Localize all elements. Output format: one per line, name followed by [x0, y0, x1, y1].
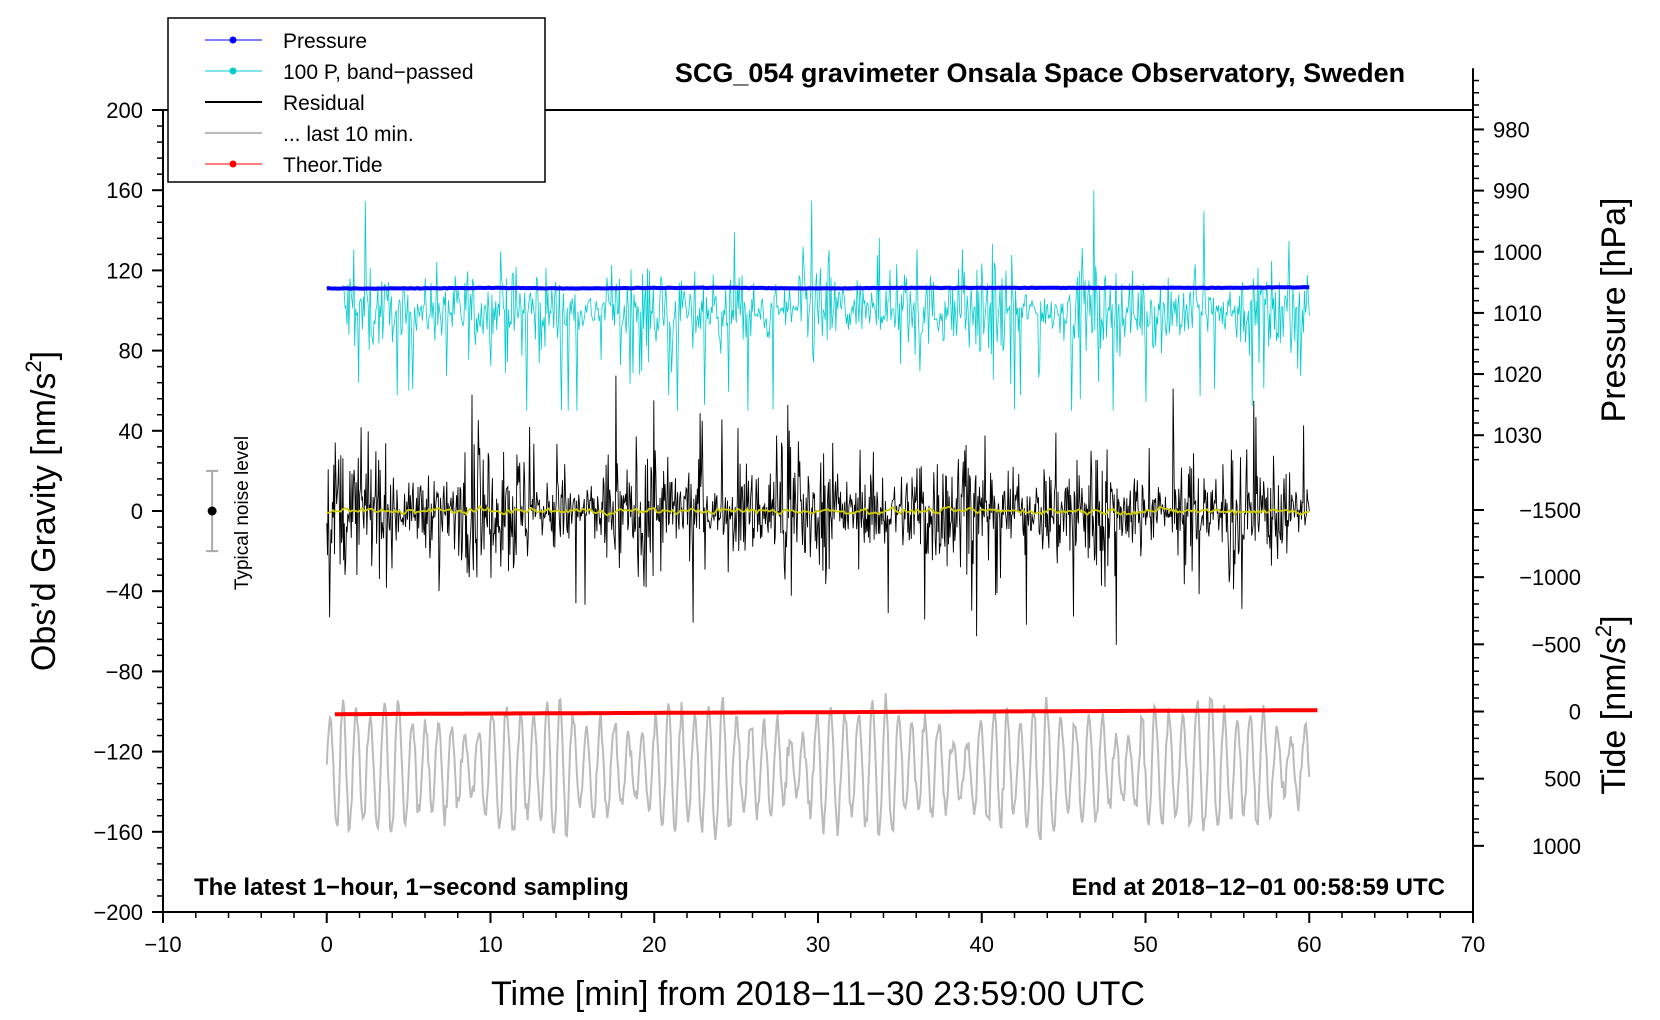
tide-tick-label: 0 — [1569, 700, 1581, 725]
x-tick-label: 50 — [1133, 932, 1157, 957]
y-axis-ticks: −200 −160 −120 −80 −40 0 40 80 120 160 200 — [93, 98, 163, 925]
pressure-tick-label: 1020 — [1493, 362, 1542, 387]
tide-axis-title-end: ] — [1595, 615, 1633, 624]
y-tick-label: −160 — [93, 820, 143, 845]
tide-axis-title: Tide [nm/s2] — [1591, 615, 1633, 794]
chart-title: SCG_054 gravimeter Onsala Space Observat… — [675, 58, 1405, 88]
legend-label: 100 P, band−passed — [283, 61, 474, 84]
tide-axis-title-sup: 2 — [1591, 625, 1616, 637]
legend-marker — [229, 36, 237, 44]
y-tick-label: 120 — [106, 258, 143, 283]
series-band-passed-pressure — [342, 190, 1310, 411]
y-axis-title-left-sup: 2 — [21, 360, 46, 372]
y-axis-title-left-end: ] — [25, 351, 63, 360]
legend-marker — [229, 160, 237, 168]
y-tick-label: 80 — [119, 339, 143, 364]
y-tick-label: −120 — [93, 740, 143, 765]
legend-label: Residual — [283, 92, 365, 115]
series-layer — [325, 190, 1318, 841]
tide-tick-label: 500 — [1544, 767, 1581, 792]
x-tick-label: 10 — [478, 932, 502, 957]
noise-indicator: Typical noise level — [206, 436, 253, 590]
pressure-tick-label: 1030 — [1493, 423, 1542, 448]
tide-tick-label: −500 — [1531, 632, 1581, 657]
pressure-axis-title: Pressure [hPa] — [1595, 198, 1633, 423]
x-tick-label: 20 — [642, 932, 666, 957]
x-tick-label: 30 — [806, 932, 830, 957]
y-tick-label: 200 — [106, 98, 143, 123]
tide-axis-title-text: Tide [nm/s — [1595, 637, 1633, 794]
x-tick-label: 70 — [1461, 932, 1485, 957]
legend-label: Pressure — [283, 30, 367, 53]
legend-label: ... last 10 min. — [283, 123, 414, 146]
tide-tick-label: 1000 — [1532, 834, 1581, 859]
series-residual — [326, 375, 1310, 645]
pressure-tick-label: 1000 — [1493, 240, 1542, 265]
legend-marker — [229, 67, 237, 75]
pressure-tick-label: 1010 — [1493, 301, 1542, 326]
annotation-right: End at 2018−12−01 00:58:59 UTC — [1071, 874, 1445, 901]
annotation-left: The latest 1−hour, 1−second sampling — [194, 874, 629, 901]
y-tick-label: 160 — [106, 178, 143, 203]
y-tick-label: −80 — [106, 659, 143, 684]
tide-tick-label: −1500 — [1519, 498, 1581, 523]
y-tick-label: −40 — [106, 579, 143, 604]
x-tick-label: 0 — [321, 932, 333, 957]
legend-box — [167, 17, 546, 183]
y-tick-label: 40 — [119, 419, 143, 444]
noise-label: Typical noise level — [232, 436, 253, 590]
tide-tick-label: −1000 — [1519, 565, 1581, 590]
series-last-10-min — [325, 693, 1311, 841]
pressure-tick-label: 990 — [1493, 179, 1530, 204]
series-pressure — [326, 285, 1310, 291]
pressure-tick-label: 980 — [1493, 117, 1530, 142]
x-tick-label: 40 — [970, 932, 994, 957]
x-tick-label: 60 — [1297, 932, 1321, 957]
tide-axis-ticks: −1500 −1000 −500 0 500 1000 — [1472, 498, 1581, 859]
pressure-axis-ticks: 980 990 1000 1010 1020 1030 — [1472, 68, 1542, 466]
x-tick-label: −10 — [144, 932, 181, 957]
series-theoretical-tide — [334, 708, 1318, 717]
y-axis-title-left-text: Obs’d Gravity [nm/s — [25, 373, 63, 672]
x-axis-title: Time [min] from 2018−11−30 23:59:00 UTC — [491, 975, 1145, 1013]
y-tick-label: −200 — [93, 900, 143, 925]
legend: Pressure 100 P, band−passed Residual ... la… — [167, 17, 546, 183]
legend-label: Theor.Tide — [283, 154, 383, 177]
series-residual-smoothed — [326, 504, 1310, 517]
y-axis-title-left: Obs’d Gravity [nm/s2] — [21, 351, 63, 671]
x-axis-ticks: −10 0 10 20 30 40 50 60 70 — [144, 912, 1485, 957]
noise-center-dot — [207, 506, 217, 516]
y-tick-label: 0 — [131, 499, 143, 524]
